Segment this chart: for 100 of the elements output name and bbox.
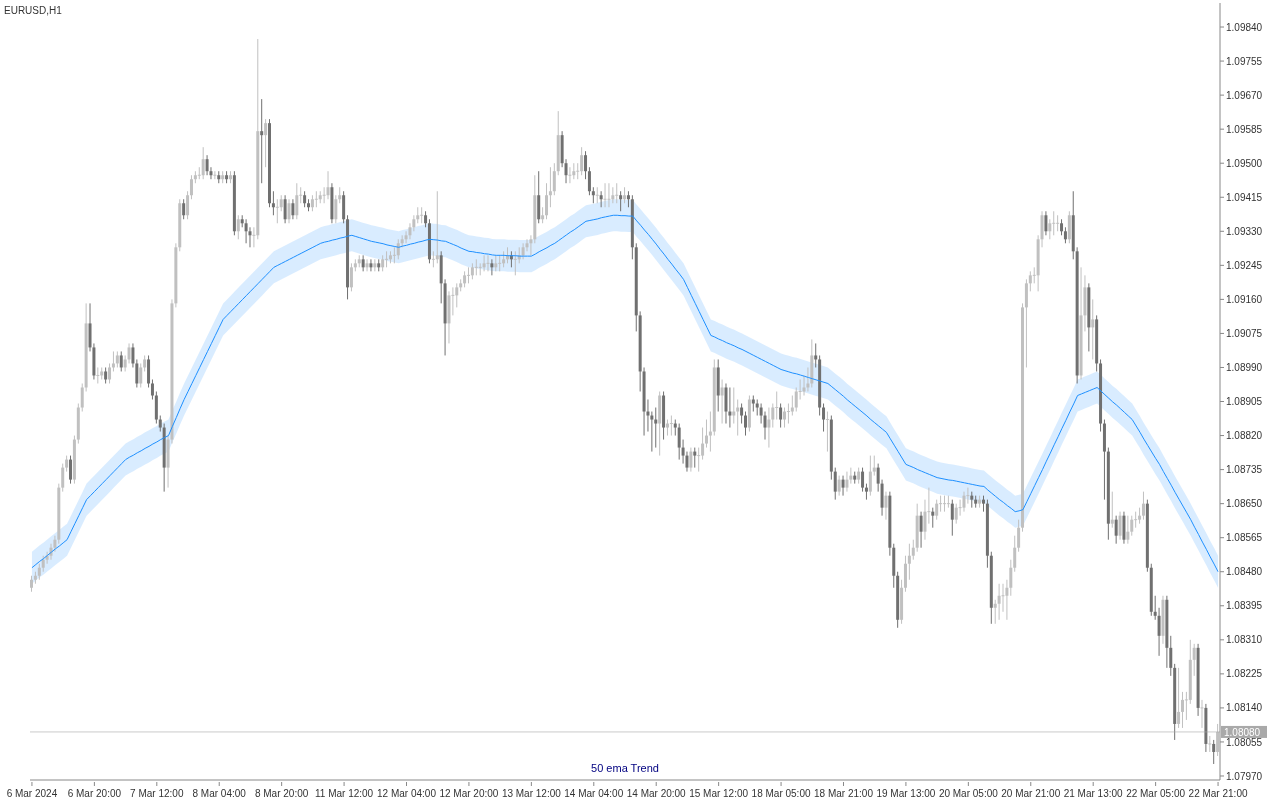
candlestick <box>1091 298 1095 360</box>
candlestick <box>1048 218 1052 240</box>
candlestick <box>334 194 338 224</box>
candlestick <box>205 154 209 176</box>
candlestick <box>736 399 740 437</box>
y-tick-label: 1.08565 <box>1226 532 1263 544</box>
candlestick <box>244 218 248 244</box>
candlestick <box>935 499 939 521</box>
candlestick <box>287 198 291 224</box>
y-tick-label: 1.09840 <box>1226 21 1263 33</box>
y-tick-label: 1.09415 <box>1226 191 1263 203</box>
y-tick-label: 1.09585 <box>1226 123 1263 135</box>
candlestick <box>939 495 943 513</box>
candlestick <box>954 503 958 525</box>
candlestick <box>923 499 927 541</box>
candlestick <box>1001 583 1005 613</box>
candlestick <box>408 222 412 240</box>
candlestick <box>186 190 190 220</box>
candlestick <box>580 146 584 176</box>
candlestick <box>1177 667 1181 729</box>
candlestick <box>1028 270 1032 292</box>
candlestick <box>775 391 779 421</box>
candlestick <box>513 250 517 276</box>
candlestick <box>139 362 143 388</box>
candlestick <box>950 499 954 537</box>
candlestick <box>189 174 193 200</box>
candlestick <box>474 258 478 276</box>
candlestick <box>392 246 396 264</box>
candlestick <box>740 403 744 425</box>
candlestick <box>1134 511 1138 529</box>
candlestick <box>1044 210 1048 236</box>
y-tick-label: 1.07970 <box>1226 770 1263 782</box>
candlestick <box>783 407 787 429</box>
candlestick <box>275 198 279 224</box>
candlestick <box>283 194 287 224</box>
candlestick <box>420 206 424 224</box>
y-tick-label: 1.09755 <box>1226 55 1263 67</box>
candlestick <box>111 350 115 372</box>
candlestick <box>732 386 736 425</box>
candlestick <box>61 463 65 493</box>
candlestick <box>599 190 603 208</box>
x-tick-label: 6 Mar 20:00 <box>67 788 122 799</box>
candlestick <box>197 166 201 180</box>
candlestick <box>837 475 841 497</box>
candlestick <box>213 170 217 180</box>
candlestick <box>201 146 205 180</box>
candlestick <box>482 254 486 272</box>
candlestick <box>720 378 724 425</box>
candlestick <box>150 378 154 401</box>
candlestick <box>919 511 923 549</box>
y-tick-label: 1.08990 <box>1226 362 1263 374</box>
x-tick-label: 14 Mar 20:00 <box>626 788 687 799</box>
candlestick <box>701 427 705 461</box>
candlestick <box>1126 515 1130 545</box>
x-tick-label: 20 Mar 21:00 <box>1001 788 1061 799</box>
candlestick <box>1017 519 1021 553</box>
candlestick <box>704 419 708 449</box>
candlestick <box>1114 515 1118 545</box>
y-tick-label: 1.09245 <box>1226 259 1263 271</box>
candlestick <box>1212 739 1216 765</box>
candlestick <box>997 583 1001 621</box>
candlestick <box>872 455 876 477</box>
candlestick <box>931 507 935 529</box>
candlestick <box>767 407 771 449</box>
candlestick <box>291 198 295 220</box>
ref-line-label: 1.08080 <box>1224 726 1261 738</box>
x-tick-label: 15 Mar 12:00 <box>689 788 749 799</box>
y-tick-label: 1.09075 <box>1226 327 1263 339</box>
candlestick <box>744 411 747 437</box>
candlestick <box>677 423 681 461</box>
x-tick-label: 20 Mar 05:00 <box>938 788 999 799</box>
candlestick <box>615 182 619 204</box>
candlestick <box>619 190 623 212</box>
x-tick-label: 13 Mar 12:00 <box>501 788 562 799</box>
candlestick <box>822 403 826 433</box>
y-tick-label: 1.09500 <box>1226 157 1263 169</box>
candlestick <box>697 447 701 473</box>
candlestick <box>584 150 588 180</box>
candlestick <box>1141 491 1145 521</box>
y-tick-label: 1.08225 <box>1226 668 1263 680</box>
candlestick <box>1216 723 1220 757</box>
candlestick <box>295 182 299 220</box>
candlestick <box>689 447 693 473</box>
candlestick <box>786 403 790 425</box>
candlestick <box>349 262 353 292</box>
candlestick <box>790 395 794 417</box>
candlestick <box>568 166 572 184</box>
candlestick <box>271 190 275 216</box>
x-tick-label: 21 Mar 13:00 <box>1063 788 1124 799</box>
candlestick <box>369 258 373 272</box>
x-tick-label: 11 Mar 12:00 <box>314 788 374 799</box>
y-tick-label: 1.08820 <box>1226 430 1263 442</box>
candlestick <box>763 411 767 441</box>
candlestick <box>946 495 950 509</box>
candlestick <box>728 386 732 429</box>
x-tick-label: 14 Mar 04:00 <box>564 788 624 799</box>
candlestick <box>654 407 658 449</box>
y-tick-label: 1.09160 <box>1226 293 1263 305</box>
candlestick <box>1192 643 1196 677</box>
y-tick-label: 1.08055 <box>1226 736 1263 748</box>
